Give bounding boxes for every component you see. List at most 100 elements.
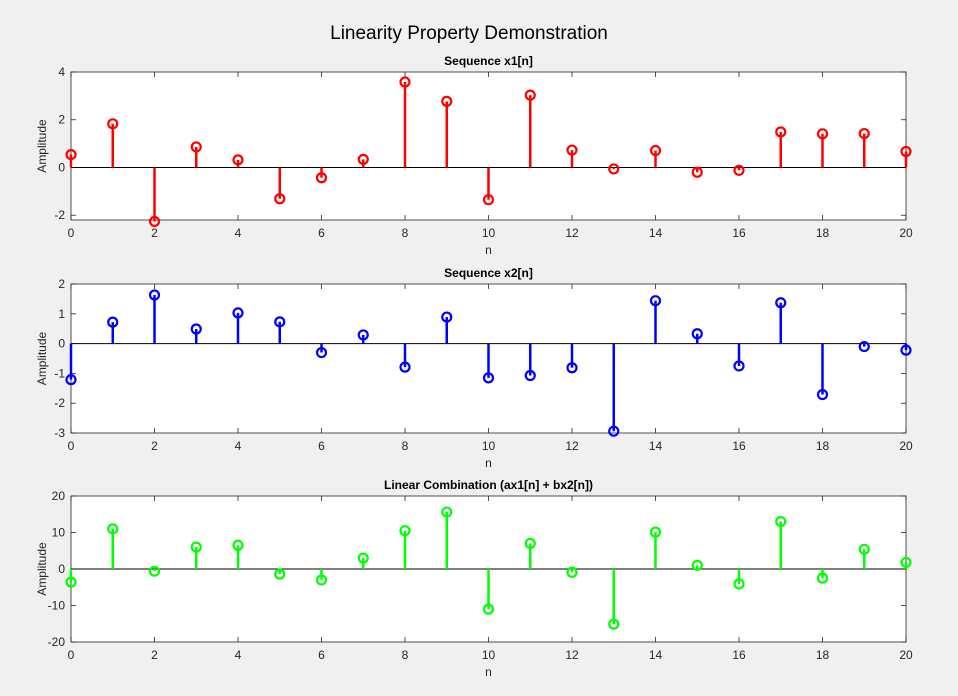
- stem-marker: [315, 574, 328, 586]
- stem-marker: [190, 141, 202, 153]
- x-tick-label: 10: [482, 439, 496, 453]
- stem-marker: [691, 328, 703, 340]
- stem-marker: [232, 307, 244, 319]
- x-tick-label: 0: [68, 226, 75, 240]
- subplot-title: Sequence x2[n]: [444, 266, 533, 280]
- stem-marker: [148, 289, 161, 301]
- stem-marker: [107, 523, 119, 535]
- stem-marker: [232, 539, 244, 551]
- x-tick-label: 18: [816, 226, 830, 240]
- stem-marker: [566, 144, 578, 156]
- stem-marker: [649, 295, 662, 307]
- stem-marker: [524, 537, 536, 550]
- stem-marker: [733, 164, 745, 176]
- y-tick-label: 2: [58, 277, 65, 291]
- stem-marker: [107, 118, 119, 130]
- x-tick-label: 16: [732, 226, 746, 240]
- y-tick-label: 0: [58, 562, 65, 576]
- stem-marker: [315, 172, 328, 184]
- stem-marker: [441, 95, 453, 107]
- figure-title: Linearity Property Demonstration: [330, 23, 608, 44]
- subplot-title: Linear Combination (ax1[n] + bx2[n]): [384, 478, 593, 492]
- y-axis-label: Amplitude: [35, 119, 49, 173]
- stem-marker: [775, 515, 787, 528]
- x-tick-label: 0: [68, 648, 75, 662]
- y-tick-label: -2: [54, 396, 65, 410]
- stem-marker: [900, 145, 912, 158]
- stem-marker: [399, 76, 411, 88]
- x-tick-label: 10: [482, 648, 496, 662]
- stem-marker: [274, 316, 286, 328]
- stem-marker: [232, 154, 244, 166]
- stem-marker: [649, 144, 662, 157]
- stem-marker: [357, 153, 369, 165]
- stem-marker: [399, 361, 411, 373]
- subplot-title: Sequence x1[n]: [444, 54, 533, 68]
- stem-marker: [482, 372, 495, 384]
- stem-marker: [649, 526, 662, 538]
- y-tick-label: 4: [58, 65, 65, 79]
- stem-marker: [190, 323, 202, 335]
- y-tick-label: -10: [48, 599, 66, 613]
- x-tick-label: 20: [899, 439, 913, 453]
- x-tick-label: 20: [899, 648, 913, 662]
- x-tick-label: 12: [565, 226, 579, 240]
- x-tick-label: 14: [649, 439, 663, 453]
- x-tick-label: 18: [816, 439, 830, 453]
- x-tick-label: 14: [649, 648, 663, 662]
- stem-marker: [482, 194, 495, 206]
- stem-marker: [524, 369, 536, 382]
- x-tick-label: 2: [151, 648, 158, 662]
- x-tick-label: 2: [151, 226, 158, 240]
- x-tick-label: 8: [402, 648, 409, 662]
- stem-marker: [608, 163, 620, 175]
- stem-marker: [733, 578, 745, 590]
- stem-marker: [441, 506, 453, 518]
- stem-marker: [816, 572, 829, 584]
- x-tick-label: 14: [649, 226, 663, 240]
- x-tick-label: 18: [816, 648, 830, 662]
- stem-marker: [900, 556, 912, 569]
- stem-marker: [816, 388, 829, 401]
- stem-marker: [733, 360, 745, 372]
- stem-marker: [357, 329, 369, 341]
- x-tick-label: 6: [318, 648, 325, 662]
- stem-marker: [775, 126, 787, 138]
- x-tick-label: 8: [402, 226, 409, 240]
- stem-marker: [691, 559, 703, 571]
- x-tick-label: 4: [235, 439, 242, 453]
- stem-marker: [482, 603, 495, 615]
- x-tick-label: 6: [318, 226, 325, 240]
- y-axis-label: Amplitude: [35, 332, 49, 386]
- stem-marker: [900, 344, 912, 356]
- stem-marker: [816, 128, 829, 140]
- y-tick-label: 1: [58, 307, 65, 321]
- x-tick-label: 8: [402, 439, 409, 453]
- x-tick-label: 10: [482, 226, 496, 240]
- y-tick-label: 0: [58, 160, 65, 174]
- y-tick-label: 20: [52, 489, 66, 503]
- stem-marker: [858, 543, 870, 555]
- x-tick-label: 0: [68, 439, 75, 453]
- x-tick-label: 20: [899, 226, 913, 240]
- subplot-3: 0 2 4 6 8 10 12 14 16 18 20 -20 -10 0 10 20 Linear Combi…: [35, 478, 913, 679]
- stem-marker: [566, 362, 578, 374]
- y-tick-label: -2: [54, 208, 65, 222]
- x-axis-label: n: [485, 456, 492, 470]
- y-tick-label: 2: [58, 113, 65, 127]
- stem-marker: [399, 525, 411, 537]
- stem-marker: [357, 552, 369, 564]
- x-axis-label: n: [485, 665, 492, 679]
- x-tick-label: 4: [235, 226, 242, 240]
- stem-marker: [608, 618, 620, 630]
- stem-marker: [775, 297, 787, 309]
- y-tick-label: -3: [54, 426, 65, 440]
- stem-marker: [524, 89, 536, 101]
- stem-marker: [274, 568, 286, 580]
- stem-marker: [148, 215, 161, 228]
- stem-marker: [107, 316, 119, 328]
- stem-marker: [190, 541, 202, 553]
- stem-marker: [441, 311, 453, 323]
